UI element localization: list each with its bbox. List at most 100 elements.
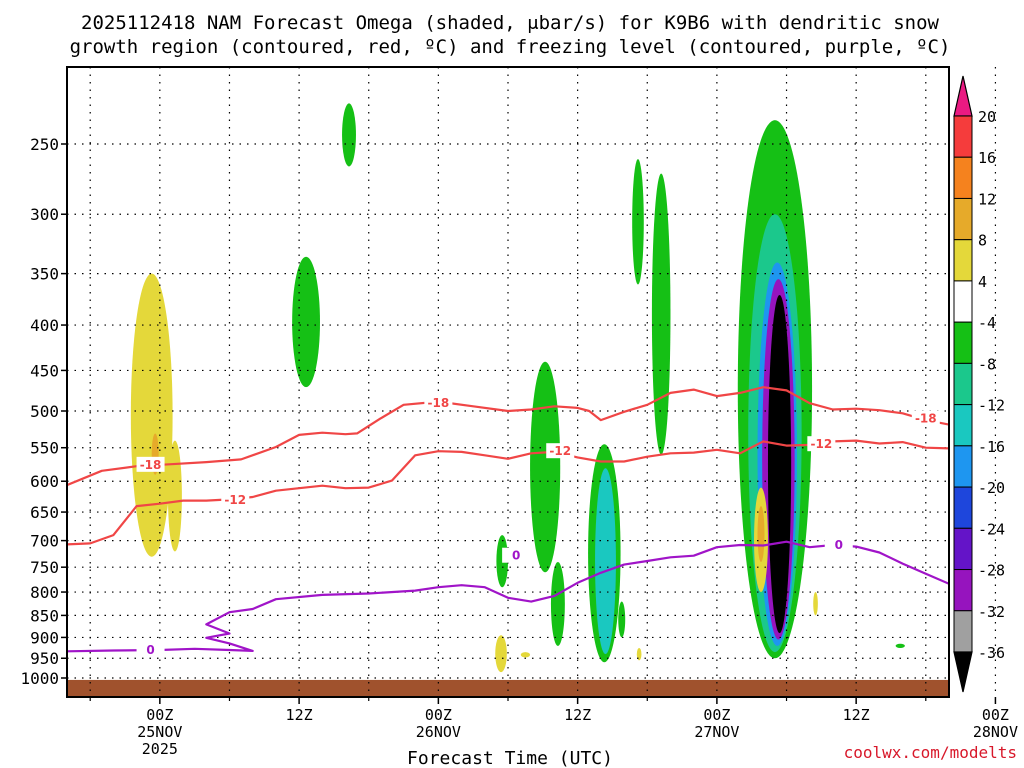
contour-label: 0	[835, 538, 843, 552]
x-tick-label: 12Z	[843, 706, 870, 724]
omega-region-23	[757, 506, 765, 563]
chart-title-line2: growth region (contoured, red, ºC) and f…	[70, 36, 951, 58]
y-tick-label: 400	[30, 316, 59, 335]
omega-region-16	[130, 273, 173, 557]
colorbar-segment	[953, 610, 973, 653]
omega-region-17	[167, 440, 182, 552]
omega-region-19	[495, 635, 507, 673]
contour-label: -12	[224, 493, 246, 507]
omega-region-6	[651, 173, 671, 455]
contour-label: -18	[140, 458, 162, 472]
grid-lines	[67, 67, 997, 697]
colorbar-label: -32	[978, 603, 1005, 621]
omega-region-20	[520, 652, 531, 658]
x-tick-label: 12Z	[286, 706, 313, 724]
colorbar-label: -28	[978, 562, 1005, 580]
contour-label: -18	[915, 412, 937, 426]
colorbar-label: -20	[978, 479, 1005, 497]
colorbar-segment	[953, 362, 973, 406]
contour-label: -12	[810, 437, 832, 451]
y-tick-label: 700	[30, 532, 59, 551]
contour-2	[67, 540, 949, 653]
contour-label-bg	[546, 443, 575, 459]
x-axis-title: Forecast Time (UTC)	[407, 748, 613, 768]
x-tick-label: 00Z	[425, 706, 452, 724]
colorbar-label: 16	[978, 149, 996, 167]
y-tick-label: 850	[30, 606, 59, 625]
contour-label-bg	[502, 547, 531, 563]
temperature-contours: -18 -18 -18 -12 -12 -12 0 0 0	[67, 386, 949, 658]
x-tick-label: 00Z	[982, 706, 1009, 724]
y-tick-label: 450	[30, 361, 59, 380]
contour-label: -12	[549, 444, 571, 458]
colorbar-label: 12	[978, 190, 996, 208]
contour-label: -18	[428, 396, 450, 410]
contour-label-bg	[136, 456, 165, 472]
colorbar-arrow-bottom	[953, 651, 973, 693]
y-tick-label: 500	[30, 402, 59, 421]
plot-area: -18 -18 -18 -12 -12 -12 0 0 0	[66, 66, 997, 698]
colorbar-label: 8	[978, 232, 987, 250]
omega-region-10	[550, 562, 565, 646]
contour-label: 0	[512, 549, 520, 563]
colorbar-segment	[953, 156, 973, 199]
omega-region-5	[530, 361, 561, 573]
colorbar-segment	[953, 115, 973, 158]
x-tick-date: 27NOV	[694, 723, 739, 741]
colorbar: 20 16 12 8 4 -4 -8 -12 -16 -20 -24 -28 -32 -36	[953, 75, 1005, 693]
contour-label-bg	[221, 492, 250, 508]
contour-label: 0	[146, 643, 154, 657]
colorbar-segment	[953, 321, 973, 364]
omega-region-12	[292, 256, 320, 388]
y-tick-label: 650	[30, 503, 59, 522]
omega-shading	[130, 103, 905, 673]
omega-region-21	[636, 647, 642, 661]
x-tick-date: 26NOV	[416, 723, 461, 741]
y-tick-label: 300	[30, 205, 59, 224]
colorbar-segment	[953, 239, 973, 282]
colorbar-segment	[953, 486, 973, 529]
colorbar-segment	[953, 280, 973, 323]
omega-region-14	[618, 601, 626, 638]
x-tick-label: 00Z	[703, 706, 730, 724]
y-tick-label: 550	[30, 439, 59, 458]
colorbar-segment	[953, 404, 973, 447]
y-tick-label: 1000	[20, 669, 59, 688]
y-tick-label: 800	[30, 583, 59, 602]
x-tick-year: 2025	[142, 740, 178, 758]
y-tick-label: 750	[30, 558, 59, 577]
omega-region-15	[895, 643, 905, 648]
y-tick-label: 600	[30, 472, 59, 491]
colorbar-arrow-top	[953, 75, 973, 117]
omega-region-7	[632, 159, 644, 285]
contour-label-bg	[824, 536, 853, 552]
y-tick-label: 250	[30, 135, 59, 154]
omega-region-4	[767, 295, 792, 634]
x-tick-date: 28NOV	[973, 723, 1018, 741]
colorbar-segment	[953, 569, 973, 612]
colorbar-label: -4	[978, 314, 996, 332]
y-axis: 250 300 350 400 450 500 550 600 650 700 750 800 850 9…	[20, 135, 67, 688]
y-tick-label: 350	[30, 265, 59, 284]
colorbar-segment	[953, 527, 973, 571]
terrain	[67, 679, 949, 697]
x-tick-label: 00Z	[146, 706, 173, 724]
colorbar-segment	[953, 197, 973, 241]
y-tick-label: 950	[30, 649, 59, 668]
contour-label-bg	[424, 395, 453, 411]
terrain-fill	[67, 679, 949, 697]
colorbar-label: -36	[978, 644, 1005, 662]
colorbar-label: -8	[978, 355, 996, 373]
colorbar-label: 20	[978, 108, 996, 126]
colorbar-label: -16	[978, 438, 1005, 456]
y-tick-label: 900	[30, 628, 59, 647]
x-tick-label: 12Z	[564, 706, 591, 724]
colorbar-label: -12	[978, 397, 1005, 415]
contour-label-bg	[911, 410, 940, 426]
colorbar-segment	[953, 445, 973, 488]
x-tick-date: 25NOV	[137, 723, 182, 741]
credit-text: coolwx.com/modelts	[844, 743, 1017, 762]
omega-region-13	[342, 103, 356, 167]
chart-title-line1: 2025112418 NAM Forecast Omega (shaded, μ…	[81, 12, 939, 34]
